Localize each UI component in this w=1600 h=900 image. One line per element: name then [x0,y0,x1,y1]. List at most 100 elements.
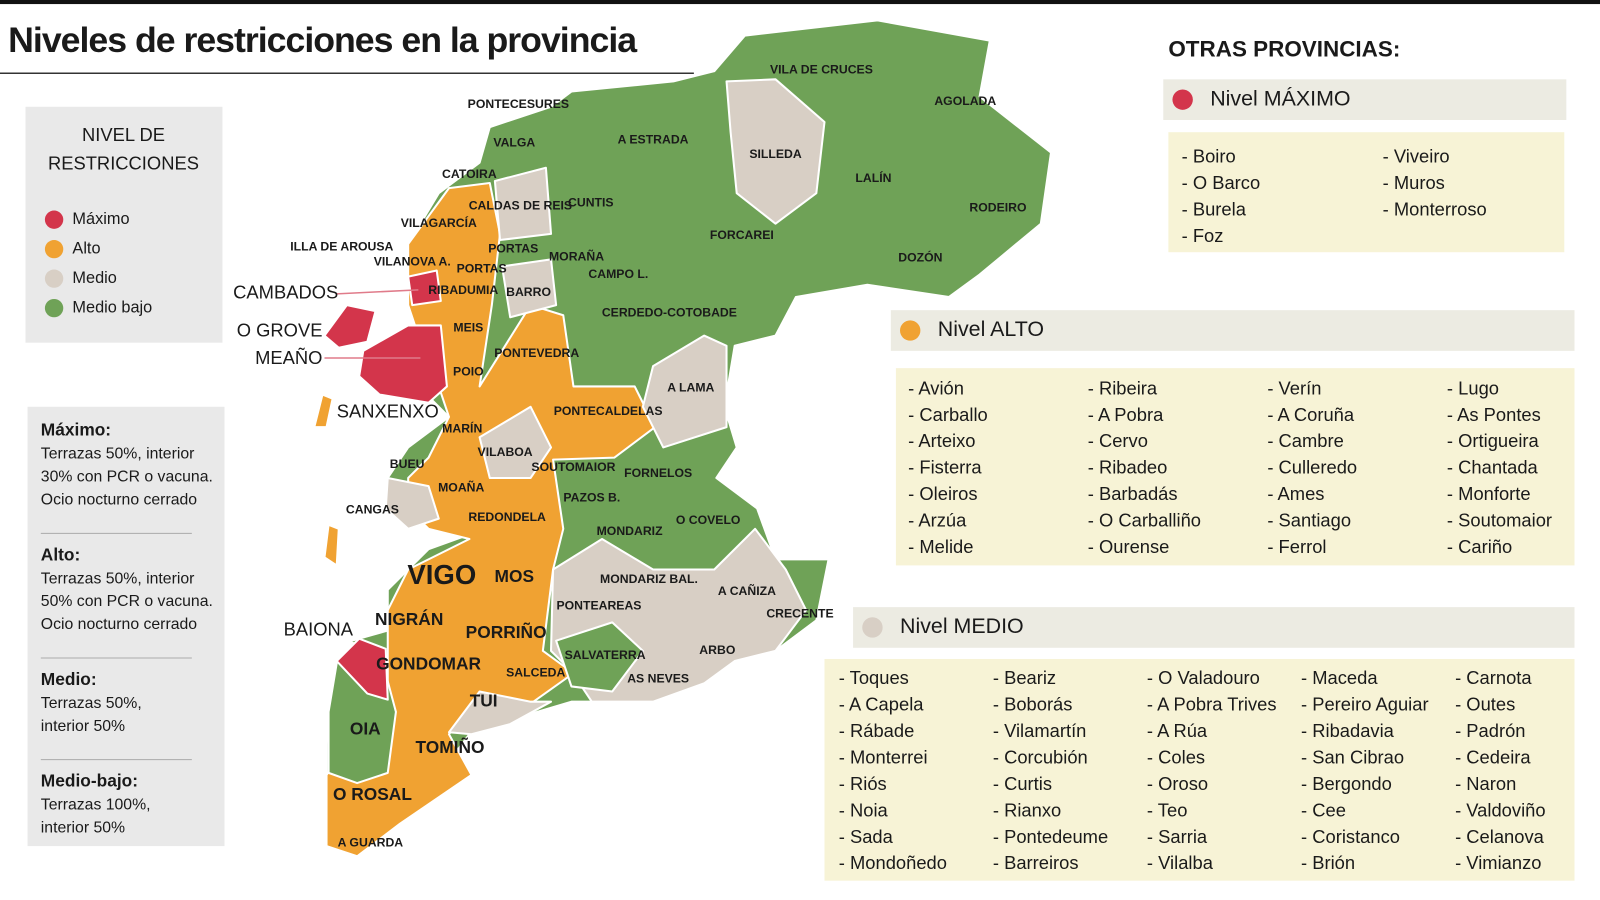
municipality: - Arteixo [908,430,975,451]
map-label: VILAGARCÍA [401,215,477,230]
barro [501,258,558,319]
baiona [335,637,389,701]
municipality: - Chantada [1447,457,1539,478]
municipality: - Vilamartín [993,720,1087,741]
rule-heading: Alto: [41,544,80,564]
island [313,393,334,429]
municipality: - Noia [839,799,889,820]
map-label: O GROVE [237,319,323,340]
municipality: - A Rúa [1147,720,1208,741]
map-label: CRECENTE [766,606,833,620]
municipality: - As Pontes [1447,404,1541,425]
rule-line: Terrazas 50%, [41,695,142,712]
map-label: VILANOVA A. [374,255,451,269]
municipality: - Pontedeume [993,826,1108,847]
rules-box [27,406,225,847]
map-label: OIA [350,719,381,739]
municipality: - San Cibrao [1301,747,1404,768]
map-label: PONTECALDELAS [554,404,663,418]
level-list-box [1168,132,1565,253]
municipality: - O Barco [1182,172,1261,193]
municipality: - Ourense [1088,536,1170,557]
municipality: - Culleredo [1267,457,1357,478]
level-name: Nivel MÁXIMO [1210,85,1350,110]
rule-line: interior 50% [41,819,125,836]
level-header [853,607,1575,648]
legend-swatch [44,210,64,229]
map-label: VILABOA [478,445,533,459]
map-label: VALGA [493,136,535,150]
municipality: - A Coruña [1267,404,1355,425]
municipality: - Sada [839,826,894,847]
municipality: - Ferrol [1267,536,1326,557]
municipality: - O Carballiño [1088,510,1201,531]
map-label: FORCAREI [710,228,774,242]
legend-label: Máximo [72,210,129,228]
map-label: BAIONA [284,618,354,639]
map-label: O ROSAL [333,784,412,804]
municipality: - A Capela [839,694,925,715]
map-label: SOUTOMAIOR [531,460,615,474]
top-bar [0,0,1600,5]
map-label: PORRIÑO [466,622,547,642]
municipality: - Soutomaior [1447,510,1552,531]
municipality: - Toques [839,667,909,688]
legend-swatch [44,269,64,288]
municipality: - Rianxo [993,799,1061,820]
municipality: - Cervo [1088,430,1148,451]
rule-line: 50% con PCR o vacuna. [41,593,213,610]
map-label: PORTAS [488,241,538,255]
municipality: - Foz [1182,225,1224,246]
rule-line: Terrazas 50%, interior [41,570,195,587]
map-label: SANXENXO [337,401,439,422]
municipality: - Boborás [993,694,1073,715]
municipality: - Corcubión [993,747,1088,768]
municipality: - Fisterra [908,457,982,478]
level-list-box [895,368,1575,566]
legend-title: RESTRICCIONES [48,153,199,174]
map-label: PONTEAREAS [556,598,641,612]
municipality: - Valdoviño [1455,799,1545,820]
level-dot [862,617,883,638]
map-label: DOZÓN [898,250,942,265]
level-dot [1172,89,1193,110]
level-name: Nivel ALTO [938,317,1044,341]
municipality: - Barbadás [1088,483,1178,504]
level-header [1163,79,1567,120]
map-label: POIO [453,364,484,378]
level-list-box [824,658,1575,881]
map-label: MORAÑA [549,249,604,264]
map-label: ARBO [699,643,735,657]
rule-line: Terrazas 100%, [41,797,151,814]
map-label: MARÍN [442,420,482,435]
map-label: CATOIRA [442,167,497,181]
municipality: - Outes [1455,694,1515,715]
municipality: - Teo [1147,799,1187,820]
map-label: CUNTIS [568,196,614,210]
map-label: RODEIRO [969,201,1026,215]
caldas [493,166,553,242]
municipality: - Cee [1301,799,1346,820]
municipality: - Ortigueira [1447,430,1540,451]
map-label: CAMBADOS [233,282,338,303]
other-provinces-title: OTRAS PROVINCIAS: [1168,37,1400,62]
map-label: NIGRÁN [375,609,443,629]
municipality: - Oleiros [908,483,977,504]
level-name: Nivel MEDIO [900,614,1024,638]
municipality: - Bergondo [1301,773,1392,794]
map-label: LALÍN [855,170,891,185]
map-label: VIGO [407,559,476,590]
map-label: MONDARIZ [597,524,663,538]
map-label: BUEU [390,457,425,471]
municipality: - Barreiros [993,852,1079,873]
leader-line [336,289,419,295]
map-label: BARRO [506,285,551,299]
legend-label: Medio [72,269,116,287]
municipality: - Carnota [1455,667,1532,688]
municipality: - Sarria [1147,826,1208,847]
municipality: - Cedeira [1455,747,1531,768]
island [323,523,340,567]
map-label: ILLA DE AROUSA [290,239,393,253]
municipality: - Celanova [1455,826,1545,847]
